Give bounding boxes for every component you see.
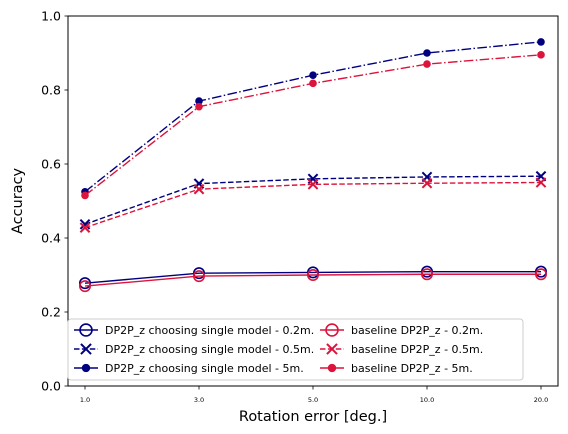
data-point-3-3 [420, 268, 433, 281]
y-tick-label-0.4: 0.4 [41, 231, 61, 246]
x-tick-label-20.0: 20.0 [534, 396, 548, 404]
series-5 [81, 51, 545, 200]
data-point-3-1 [193, 270, 206, 283]
data-point-4-2-stroke-b [307, 179, 319, 190]
data-point-1-0-stroke-b [79, 219, 91, 230]
legend-entry-4: baseline DP2P_z - 0.5m. [320, 343, 483, 356]
legend-marker-2 [81, 363, 91, 373]
data-point-4-1-stroke-b [193, 183, 205, 195]
legend-entry-1: DP2P_z choosing single model - 0.5m. [74, 343, 314, 356]
x-tick-label-3.0: 3.0 [194, 396, 204, 404]
x-tick-label-10.0: 10.0 [420, 396, 434, 404]
data-point-4-3 [421, 177, 433, 189]
legend-marker-0 [79, 323, 93, 337]
axes-layer: 1.0 3.0 5.0 10.0 20.0 0.0 0.2 0.4 0.6 0.8 1.0 [41, 9, 548, 405]
y-tick-label-0.8: 0.8 [41, 83, 61, 98]
series-layer [79, 38, 547, 293]
data-point-5-0 [81, 191, 89, 200]
data-point-3-0 [79, 280, 92, 293]
series-line-3 [84, 273, 541, 287]
legend-label-3: baseline DP2P_z - 0.2m. [351, 324, 483, 337]
series-4 [79, 177, 547, 233]
data-point-4-4-stroke-b [535, 177, 547, 188]
data-point-2-4 [537, 38, 545, 46]
legend-label-4: baseline DP2P_z - 0.5m. [351, 343, 483, 356]
series-3 [79, 268, 547, 293]
legend-marker-5 [327, 363, 337, 373]
data-point-3-2 [306, 268, 319, 281]
y-tick-label-0.6: 0.6 [41, 157, 61, 172]
legend-marker-3 [325, 323, 339, 337]
x-tick-label-1.0: 1.0 [80, 396, 90, 404]
legend-marker-1 [80, 343, 92, 355]
legend-entry-5: baseline DP2P_z - 5m. [320, 362, 473, 375]
data-point-4-1 [193, 183, 205, 195]
legend-label-5: baseline DP2P_z - 5m. [351, 362, 473, 375]
legend-label-0: DP2P_z choosing single model - 0.2m. [105, 324, 314, 337]
legend-marker-4-stroke-b [326, 343, 338, 355]
data-point-3-4 [534, 268, 547, 281]
data-point-4-0 [79, 222, 91, 233]
legend-label-1: DP2P_z choosing single model - 0.5m. [105, 343, 314, 356]
data-point-5-3 [423, 60, 431, 68]
data-point-4-0-stroke-b [79, 222, 91, 233]
data-point-4-2 [307, 179, 319, 190]
data-point-2-3 [423, 49, 431, 57]
data-point-1-0 [79, 219, 91, 230]
legend-marker-4 [326, 343, 338, 355]
x-tick-label-5.0: 5.0 [308, 396, 318, 404]
legend: DP2P_z choosing single model - 0.2m. DP2P… [67, 318, 524, 381]
y-tick-label-1.0: 1.0 [41, 9, 61, 24]
legend-entry-3: baseline DP2P_z - 0.2m. [320, 323, 483, 337]
data-point-4-3-stroke-b [421, 177, 433, 189]
data-point-4-4 [535, 177, 547, 188]
legend-label-2: DP2P_z choosing single model - 5m. [105, 362, 304, 375]
series-2 [81, 38, 545, 196]
legend-entry-0: DP2P_z choosing single model - 0.2m. [74, 323, 314, 337]
legend-marker-1-stroke-b [80, 343, 92, 355]
x-axis-label: Rotation error [deg.] [239, 409, 387, 425]
data-point-5-2 [309, 79, 317, 88]
y-tick-label-0.0: 0.0 [41, 379, 61, 394]
legend-box [67, 318, 524, 381]
data-point-5-4 [537, 51, 545, 59]
y-axis-label: Accuracy [10, 167, 26, 234]
y-tick-label-0.2: 0.2 [41, 305, 61, 320]
legend-entry-2: DP2P_z choosing single model - 5m. [74, 362, 304, 375]
data-point-2-1 [195, 97, 203, 105]
data-point-5-1 [195, 102, 203, 111]
series-line-1 [84, 175, 542, 225]
series-line-0 [84, 270, 541, 284]
data-point-2-2 [309, 71, 317, 79]
